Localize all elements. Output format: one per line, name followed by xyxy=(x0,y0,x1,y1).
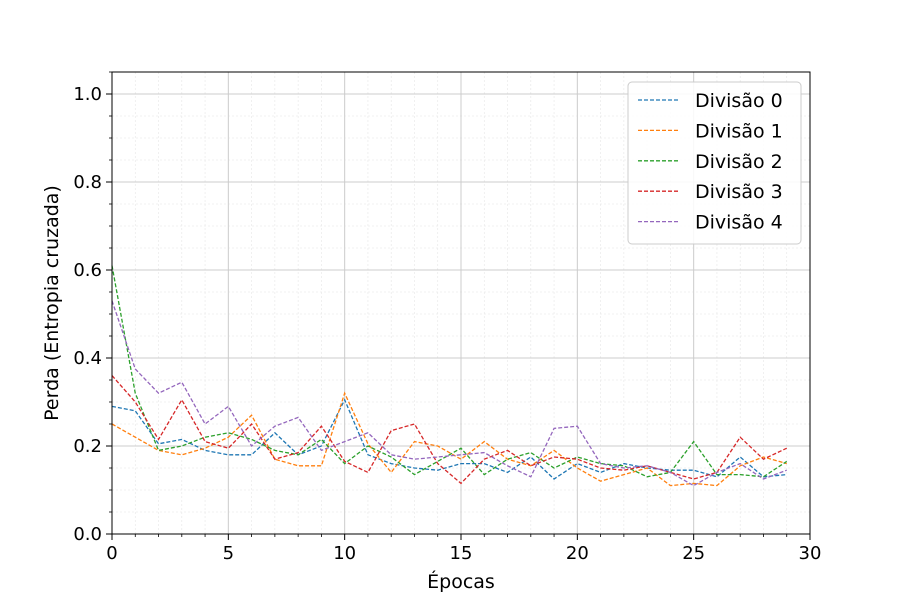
x-tick-label: 30 xyxy=(799,543,822,564)
legend-entry-label: Divisão 1 xyxy=(695,120,783,142)
x-axis-label: Épocas xyxy=(427,570,495,593)
legend-entry-label: Divisão 4 xyxy=(695,212,783,234)
x-tick-label: 20 xyxy=(566,543,589,564)
x-tick-label: 10 xyxy=(333,543,356,564)
series-line-divisao-2 xyxy=(111,265,788,478)
y-tick-label: 0.8 xyxy=(73,172,102,193)
x-tick-label: 15 xyxy=(450,543,473,564)
series-line-divisao-0 xyxy=(111,398,787,480)
y-tick-label: 0.2 xyxy=(73,436,102,457)
legend-entry-label: Divisão 2 xyxy=(695,151,783,173)
legend-entry-label: Divisão 3 xyxy=(695,181,783,203)
legend: Divisão 0 Divisão 1 Divisão 2 Divisão 3 Divi… xyxy=(627,81,802,245)
axis-ticks: 0 5 10 15 20 25 30 0.0 0.2 0.4 0.6 0.8 1.0 xyxy=(73,71,822,564)
x-tick-label: 25 xyxy=(682,543,705,564)
y-tick-label: 0.4 xyxy=(73,348,102,369)
legend-entry-label: Divisão 0 xyxy=(695,90,783,112)
series-line-divisao-1 xyxy=(111,391,787,487)
x-tick-label: 0 xyxy=(106,543,117,564)
series-line-divisao-4 xyxy=(111,300,787,487)
y-axis-label: Perda (Entropia cruzada) xyxy=(41,185,63,421)
series-line-divisao-3 xyxy=(111,375,788,485)
y-tick-label: 0.6 xyxy=(73,260,102,281)
y-tick-label: 1.0 xyxy=(73,84,102,105)
legend-box xyxy=(627,81,802,245)
y-tick-label: 0.0 xyxy=(73,524,102,545)
x-tick-label: 5 xyxy=(223,543,234,564)
series-layer xyxy=(111,265,788,487)
